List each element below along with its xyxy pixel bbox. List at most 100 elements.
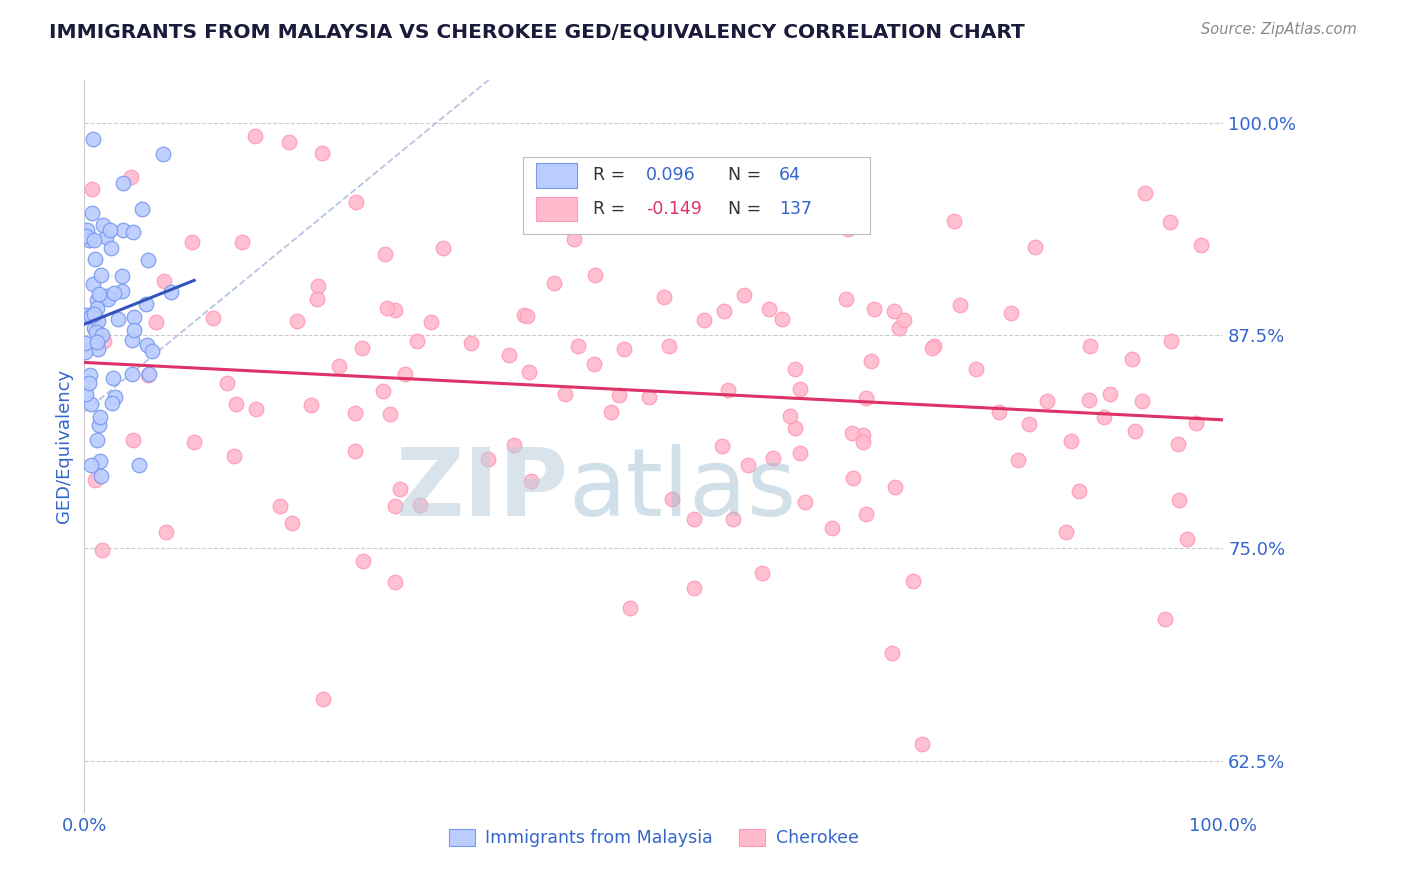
Point bbox=[693, 313, 716, 327]
Point bbox=[723, 512, 745, 526]
Point bbox=[883, 480, 905, 494]
Point bbox=[658, 339, 681, 353]
Text: ZIP: ZIP bbox=[395, 444, 568, 536]
Point bbox=[352, 554, 374, 568]
Point bbox=[80, 458, 103, 472]
Point bbox=[101, 396, 124, 410]
Point bbox=[152, 146, 174, 161]
Point bbox=[299, 398, 322, 412]
Point bbox=[1133, 186, 1156, 200]
Point bbox=[384, 303, 406, 318]
Point bbox=[75, 309, 97, 323]
Y-axis label: GED/Equivalency: GED/Equivalency bbox=[55, 369, 73, 523]
Point bbox=[153, 274, 176, 288]
Text: R =: R = bbox=[593, 167, 631, 185]
Point bbox=[1000, 306, 1022, 320]
Text: 64: 64 bbox=[779, 167, 801, 185]
Point bbox=[75, 387, 97, 401]
Point bbox=[231, 235, 253, 249]
Point bbox=[307, 292, 329, 306]
Point bbox=[855, 507, 877, 521]
Point bbox=[910, 737, 932, 751]
Point bbox=[988, 405, 1011, 419]
Point bbox=[277, 135, 299, 149]
Point bbox=[477, 452, 499, 467]
Point bbox=[1159, 215, 1181, 229]
Text: R =: R = bbox=[593, 200, 631, 218]
Point bbox=[86, 342, 108, 356]
Point bbox=[901, 574, 924, 589]
Point bbox=[1078, 339, 1101, 353]
Point bbox=[243, 129, 266, 144]
Point bbox=[269, 500, 291, 514]
Point bbox=[965, 361, 987, 376]
Point bbox=[112, 223, 135, 237]
Point bbox=[922, 338, 945, 352]
Point bbox=[564, 232, 586, 246]
Point bbox=[852, 435, 875, 450]
Point bbox=[1123, 425, 1146, 439]
Point bbox=[794, 495, 817, 509]
Point bbox=[350, 342, 373, 356]
Text: 137: 137 bbox=[779, 200, 813, 218]
Point bbox=[520, 475, 543, 489]
Point bbox=[821, 521, 844, 535]
Point bbox=[543, 277, 565, 291]
Point bbox=[121, 333, 143, 347]
Point bbox=[607, 388, 630, 402]
Point bbox=[1175, 532, 1198, 546]
Point bbox=[82, 132, 104, 146]
Point bbox=[1121, 351, 1143, 366]
Point bbox=[75, 229, 97, 244]
Point bbox=[921, 341, 943, 355]
Point bbox=[682, 512, 704, 526]
Point bbox=[783, 421, 806, 435]
Point bbox=[835, 292, 858, 306]
Point bbox=[516, 309, 538, 323]
Point bbox=[135, 297, 157, 311]
Point bbox=[613, 342, 636, 356]
Point bbox=[77, 376, 100, 390]
Point bbox=[583, 268, 606, 282]
Point bbox=[77, 230, 100, 244]
Point bbox=[405, 334, 427, 348]
Point bbox=[89, 410, 111, 425]
Point bbox=[373, 384, 395, 399]
Point bbox=[101, 371, 124, 385]
Point bbox=[737, 458, 759, 473]
Point bbox=[90, 543, 112, 558]
Point bbox=[770, 311, 793, 326]
Point bbox=[111, 284, 134, 298]
Text: -0.149: -0.149 bbox=[645, 200, 702, 218]
Point bbox=[375, 301, 398, 315]
Text: IMMIGRANTS FROM MALAYSIA VS CHEROKEE GED/EQUIVALENCY CORRELATION CHART: IMMIGRANTS FROM MALAYSIA VS CHEROKEE GED… bbox=[49, 22, 1025, 41]
Point bbox=[84, 325, 107, 339]
Point bbox=[131, 202, 153, 216]
Point bbox=[87, 418, 110, 433]
Point bbox=[141, 344, 163, 359]
Point bbox=[638, 390, 661, 404]
Point bbox=[762, 450, 785, 465]
Point bbox=[89, 453, 111, 467]
Point bbox=[77, 234, 100, 248]
Point bbox=[79, 368, 101, 383]
Point bbox=[517, 365, 540, 379]
Point bbox=[90, 268, 112, 282]
Point bbox=[82, 277, 104, 291]
Point bbox=[201, 311, 224, 326]
Point bbox=[1167, 493, 1189, 508]
Point bbox=[1167, 437, 1189, 451]
Point bbox=[789, 446, 811, 460]
Point bbox=[502, 438, 524, 452]
Point bbox=[862, 302, 884, 317]
Point bbox=[779, 409, 801, 423]
Point bbox=[554, 387, 576, 401]
Point bbox=[287, 313, 309, 327]
Point bbox=[83, 310, 105, 325]
Point bbox=[84, 252, 107, 266]
Point bbox=[312, 692, 335, 706]
Point bbox=[96, 288, 118, 302]
Point bbox=[80, 397, 103, 411]
Point bbox=[789, 382, 811, 396]
Point bbox=[1054, 525, 1077, 540]
